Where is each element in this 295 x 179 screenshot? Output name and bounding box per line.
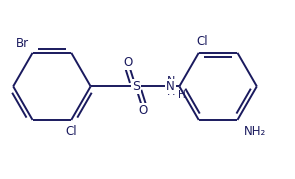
Text: O: O <box>138 104 148 117</box>
Text: O: O <box>124 56 133 69</box>
Text: NH₂: NH₂ <box>244 125 266 138</box>
Text: Cl: Cl <box>65 125 77 138</box>
Text: H: H <box>178 90 186 100</box>
Text: S: S <box>132 80 140 93</box>
Text: Br: Br <box>16 37 30 50</box>
Text: Cl: Cl <box>196 35 208 48</box>
Text: N
H: N H <box>166 76 175 97</box>
Text: N: N <box>166 80 175 93</box>
